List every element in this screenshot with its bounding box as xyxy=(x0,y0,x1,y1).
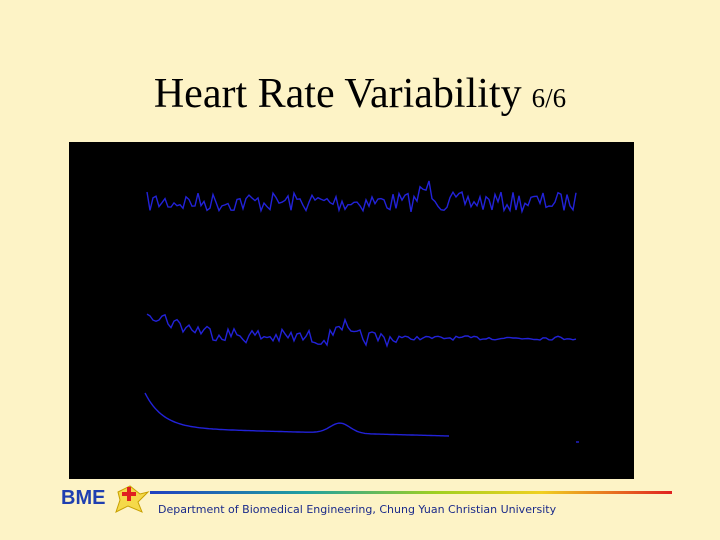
traces xyxy=(144,180,579,443)
logo-mark xyxy=(115,485,150,513)
title-text: Heart Rate Variability xyxy=(153,71,522,117)
footer-rule xyxy=(150,491,672,494)
trace-3 xyxy=(144,392,450,437)
slide-title: Heart Rate Variability 6/6 xyxy=(0,70,720,118)
logo-text: BME xyxy=(61,487,106,509)
page-number: 6/6 xyxy=(531,83,567,113)
waveform-panel xyxy=(69,142,634,479)
trace-2 xyxy=(146,313,577,348)
trace-1 xyxy=(146,180,577,214)
footer-text: Department of Biomedical Engineering, Ch… xyxy=(158,503,557,516)
